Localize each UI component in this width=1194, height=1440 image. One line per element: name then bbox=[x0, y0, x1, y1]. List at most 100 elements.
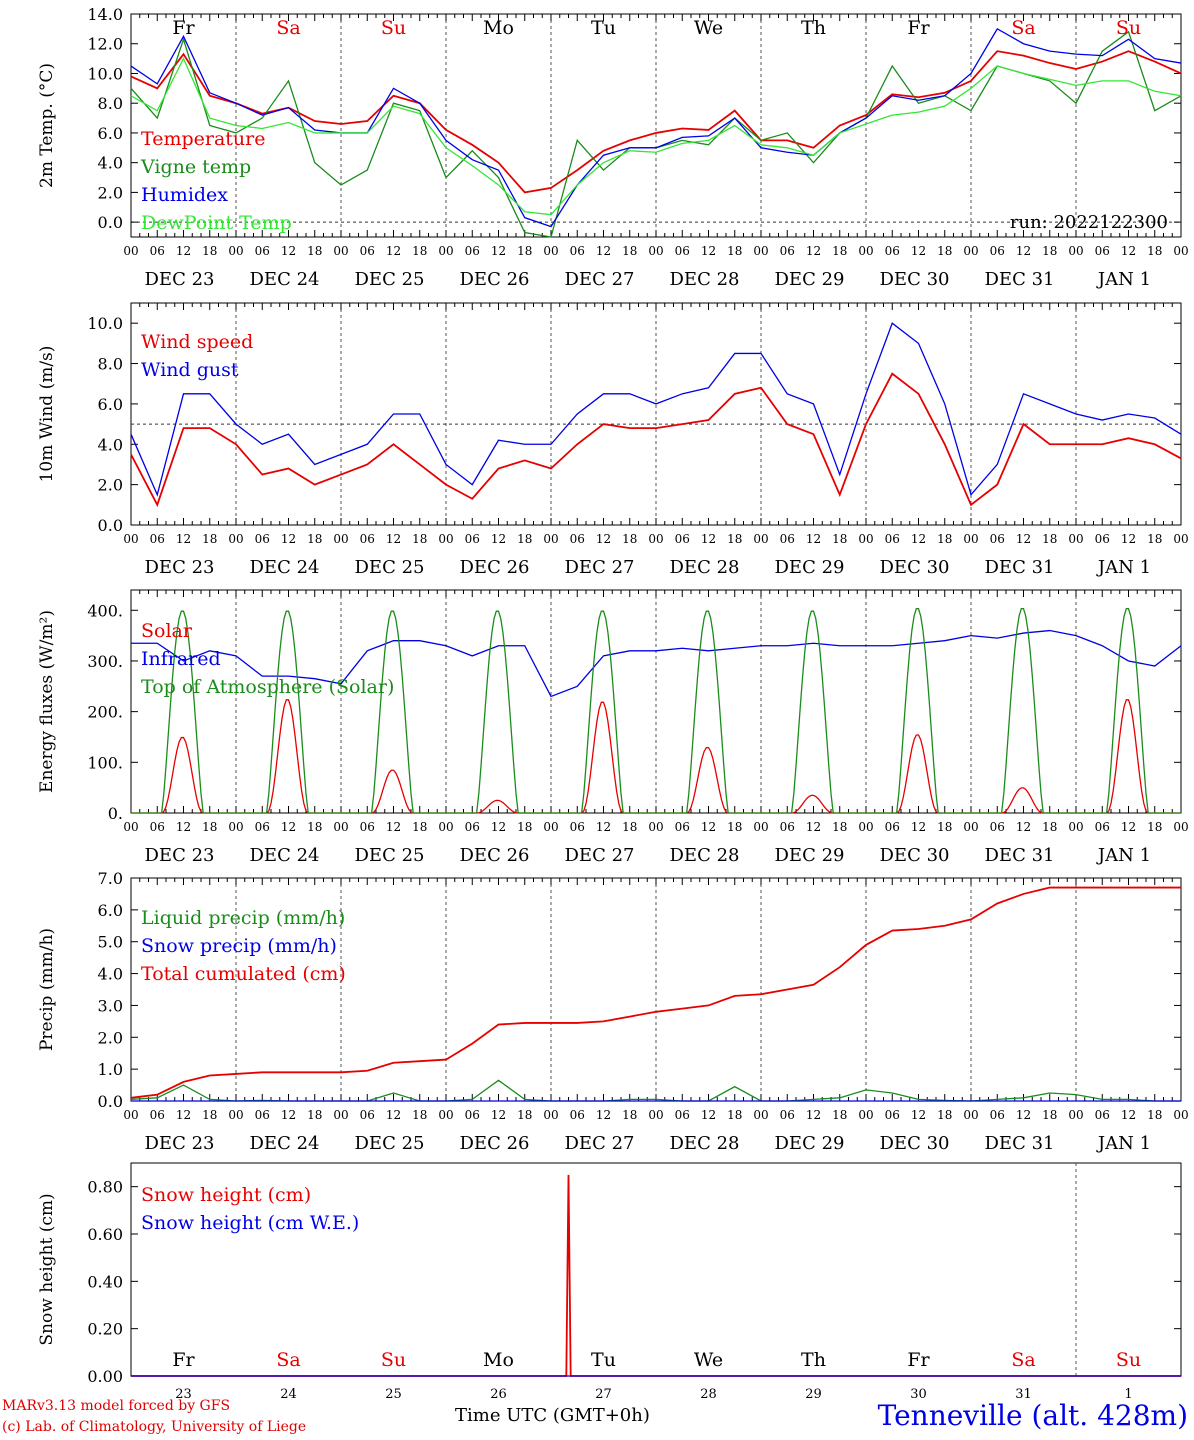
date-label: DEC 23 bbox=[145, 1133, 215, 1154]
hour-tick-label: 00 bbox=[858, 1108, 873, 1122]
weekday-label: Su bbox=[381, 1349, 406, 1371]
y-tick-label: 8.0 bbox=[98, 94, 123, 113]
y-tick-label: 14.0 bbox=[87, 5, 123, 24]
date-label: DEC 25 bbox=[355, 557, 425, 578]
legend-entry: Humidex bbox=[141, 184, 228, 206]
hour-tick-label: 06 bbox=[360, 244, 375, 258]
hour-tick-label: 00 bbox=[123, 244, 138, 258]
hour-tick-label: 00 bbox=[543, 820, 558, 834]
date-label: DEC 31 bbox=[985, 1133, 1055, 1154]
hour-tick-label: 06 bbox=[885, 244, 900, 258]
y-tick-label: 2.0 bbox=[98, 476, 123, 495]
date-label: DEC 27 bbox=[565, 269, 635, 290]
hour-tick-label: 12 bbox=[1121, 1108, 1136, 1122]
hour-tick-label: 00 bbox=[438, 244, 453, 258]
y-tick-label: 2.0 bbox=[98, 183, 123, 202]
hour-tick-label: 00 bbox=[333, 1108, 348, 1122]
date-label: DEC 23 bbox=[145, 557, 215, 578]
hour-tick-label: 06 bbox=[675, 244, 690, 258]
hour-tick-label: 06 bbox=[990, 244, 1005, 258]
hour-tick-label: 12 bbox=[806, 532, 821, 546]
hour-tick-label: 18 bbox=[832, 244, 847, 258]
date-label: DEC 24 bbox=[250, 557, 320, 578]
y-tick-label: 8.0 bbox=[98, 355, 123, 374]
legend-entry: Snow height (cm) bbox=[141, 1184, 311, 1206]
date-label: JAN 1 bbox=[1096, 845, 1151, 866]
hour-tick-label: 18 bbox=[1147, 1108, 1162, 1122]
hour-tick-label: 00 bbox=[438, 1108, 453, 1122]
hour-tick-label: 18 bbox=[517, 532, 532, 546]
hour-tick-label: 00 bbox=[648, 1108, 663, 1122]
date-label: JAN 1 bbox=[1096, 557, 1151, 578]
date-label: DEC 28 bbox=[670, 557, 740, 578]
hour-tick-label: 06 bbox=[675, 820, 690, 834]
hour-tick-label: 12 bbox=[1121, 820, 1136, 834]
weekday-label: Tu bbox=[591, 17, 616, 39]
date-label: DEC 26 bbox=[460, 1133, 530, 1154]
weekday-label: We bbox=[694, 1349, 723, 1371]
hour-tick-label: 12 bbox=[176, 532, 191, 546]
hour-tick-label: 12 bbox=[491, 244, 506, 258]
date-label: DEC 30 bbox=[880, 269, 950, 290]
hour-tick-label: 12 bbox=[596, 820, 611, 834]
date-label: DEC 29 bbox=[775, 557, 845, 578]
hour-tick-label: 18 bbox=[412, 820, 427, 834]
hour-tick-label: 06 bbox=[1095, 244, 1110, 258]
date-number: 27 bbox=[595, 1387, 612, 1402]
series-line-humidex bbox=[130, 27, 1182, 228]
y-tick-label: 0.0 bbox=[98, 213, 123, 232]
hour-tick-label: 00 bbox=[858, 820, 873, 834]
hour-tick-label: 12 bbox=[386, 244, 401, 258]
y-tick-label: 0.60 bbox=[87, 1225, 123, 1244]
hour-tick-label: 18 bbox=[307, 820, 322, 834]
series-line-temperature bbox=[130, 50, 1182, 194]
date-label: DEC 25 bbox=[355, 1133, 425, 1154]
hour-tick-label: 00 bbox=[123, 820, 138, 834]
weekday-label: Su bbox=[1116, 1349, 1141, 1371]
hour-tick-label: 18 bbox=[1042, 532, 1057, 546]
date-number: 25 bbox=[385, 1387, 402, 1402]
hour-tick-label: 00 bbox=[543, 1108, 558, 1122]
legend-entry: DewPoint Temp bbox=[141, 212, 292, 234]
hour-tick-label: 00 bbox=[648, 820, 663, 834]
weekday-label: Mo bbox=[483, 17, 514, 39]
hour-tick-label: 06 bbox=[465, 244, 480, 258]
hour-tick-label: 18 bbox=[832, 1108, 847, 1122]
hour-tick-label: 00 bbox=[753, 244, 768, 258]
hour-tick-label: 12 bbox=[701, 820, 716, 834]
hour-tick-label: 12 bbox=[596, 532, 611, 546]
series-line-dewpoint-temp bbox=[130, 57, 1182, 216]
hour-tick-label: 06 bbox=[360, 532, 375, 546]
hour-tick-label: 06 bbox=[780, 244, 795, 258]
hour-tick-label: 00 bbox=[753, 532, 768, 546]
legend-entry: Snow precip (mm/h) bbox=[141, 935, 337, 957]
date-number: 31 bbox=[1015, 1387, 1032, 1402]
hour-tick-label: 12 bbox=[176, 1108, 191, 1122]
hour-tick-label: 00 bbox=[333, 820, 348, 834]
hour-tick-label: 06 bbox=[990, 820, 1005, 834]
legend-entry: Top of Atmosphere (Solar) bbox=[141, 676, 394, 698]
hour-tick-label: 18 bbox=[937, 244, 952, 258]
y-tick-label: 0.0 bbox=[98, 516, 123, 535]
hour-tick-label: 18 bbox=[937, 1108, 952, 1122]
date-label: DEC 24 bbox=[250, 845, 320, 866]
y-axis-label: 10m Wind (m/s) bbox=[37, 346, 57, 483]
date-label: DEC 25 bbox=[355, 269, 425, 290]
hour-tick-label: 12 bbox=[596, 244, 611, 258]
plot-frame bbox=[130, 13, 1182, 238]
hour-tick-label: 12 bbox=[281, 1108, 296, 1122]
date-number: 30 bbox=[910, 1387, 927, 1402]
hour-tick-label: 18 bbox=[202, 244, 217, 258]
hour-tick-label: 18 bbox=[412, 532, 427, 546]
weekday-label: Sa bbox=[1011, 1349, 1035, 1371]
date-label: DEC 30 bbox=[880, 1133, 950, 1154]
y-tick-label: 0.20 bbox=[87, 1320, 123, 1339]
weekday-label: We bbox=[694, 17, 723, 39]
hour-tick-label: 00 bbox=[648, 532, 663, 546]
date-label: DEC 31 bbox=[985, 269, 1055, 290]
hour-tick-label: 06 bbox=[255, 532, 270, 546]
hour-tick-label: 06 bbox=[570, 1108, 585, 1122]
hour-tick-label: 06 bbox=[780, 532, 795, 546]
date-number: 24 bbox=[280, 1387, 297, 1402]
date-label: DEC 27 bbox=[565, 557, 635, 578]
